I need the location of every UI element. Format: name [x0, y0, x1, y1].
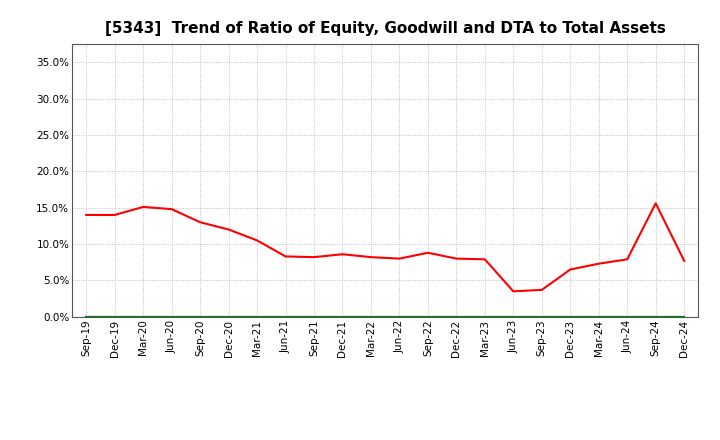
Deferred Tax Assets [139, 314, 148, 319]
Equity [537, 287, 546, 293]
Goodwill [310, 314, 318, 319]
Deferred Tax Assets [566, 314, 575, 319]
Deferred Tax Assets [680, 314, 688, 319]
Line: Equity: Equity [86, 203, 684, 291]
Deferred Tax Assets [595, 314, 603, 319]
Equity [566, 267, 575, 272]
Goodwill [366, 314, 375, 319]
Deferred Tax Assets [167, 314, 176, 319]
Goodwill [110, 314, 119, 319]
Goodwill [225, 314, 233, 319]
Goodwill [566, 314, 575, 319]
Goodwill [509, 314, 518, 319]
Equity [225, 227, 233, 232]
Equity [110, 213, 119, 218]
Goodwill [338, 314, 347, 319]
Deferred Tax Assets [225, 314, 233, 319]
Equity [395, 256, 404, 261]
Deferred Tax Assets [423, 314, 432, 319]
Goodwill [282, 314, 290, 319]
Goodwill [82, 314, 91, 319]
Deferred Tax Assets [509, 314, 518, 319]
Equity [282, 254, 290, 259]
Equity [167, 206, 176, 212]
Deferred Tax Assets [282, 314, 290, 319]
Deferred Tax Assets [480, 314, 489, 319]
Equity [82, 213, 91, 218]
Goodwill [196, 314, 204, 319]
Equity [196, 220, 204, 225]
Deferred Tax Assets [110, 314, 119, 319]
Deferred Tax Assets [253, 314, 261, 319]
Equity [480, 257, 489, 262]
Equity [452, 256, 461, 261]
Deferred Tax Assets [310, 314, 318, 319]
Goodwill [623, 314, 631, 319]
Goodwill [395, 314, 404, 319]
Goodwill [537, 314, 546, 319]
Equity [366, 254, 375, 260]
Deferred Tax Assets [196, 314, 204, 319]
Deferred Tax Assets [537, 314, 546, 319]
Equity [623, 257, 631, 262]
Equity [338, 252, 347, 257]
Goodwill [652, 314, 660, 319]
Goodwill [253, 314, 261, 319]
Goodwill [595, 314, 603, 319]
Equity [253, 238, 261, 243]
Deferred Tax Assets [652, 314, 660, 319]
Equity [680, 258, 688, 264]
Equity [595, 261, 603, 266]
Deferred Tax Assets [395, 314, 404, 319]
Equity [652, 201, 660, 206]
Goodwill [139, 314, 148, 319]
Equity [310, 254, 318, 260]
Goodwill [480, 314, 489, 319]
Equity [139, 204, 148, 209]
Goodwill [452, 314, 461, 319]
Deferred Tax Assets [338, 314, 347, 319]
Deferred Tax Assets [82, 314, 91, 319]
Title: [5343]  Trend of Ratio of Equity, Goodwill and DTA to Total Assets: [5343] Trend of Ratio of Equity, Goodwil… [105, 21, 665, 36]
Deferred Tax Assets [452, 314, 461, 319]
Goodwill [167, 314, 176, 319]
Equity [423, 250, 432, 256]
Equity [509, 289, 518, 294]
Goodwill [680, 314, 688, 319]
Deferred Tax Assets [366, 314, 375, 319]
Goodwill [423, 314, 432, 319]
Deferred Tax Assets [623, 314, 631, 319]
